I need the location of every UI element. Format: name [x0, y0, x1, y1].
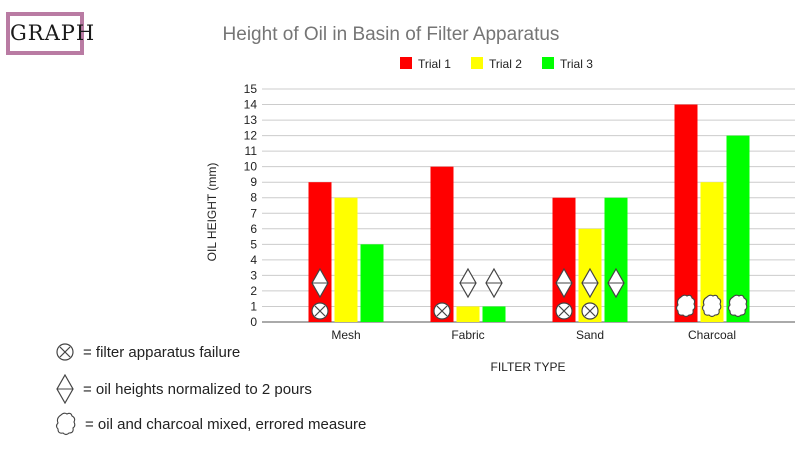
mixed-icon	[675, 294, 696, 318]
y-tick-label: 2	[250, 284, 257, 298]
graph-badge: GRAPH	[6, 12, 94, 55]
y-tick-label: 0	[250, 315, 257, 329]
normalized-icon	[555, 267, 573, 299]
y-tick-label: 11	[245, 144, 258, 158]
legend-swatch-1	[400, 57, 412, 69]
failure-icon	[56, 343, 74, 361]
y-tick-label: 12	[244, 129, 258, 143]
normalized-icon	[607, 267, 625, 299]
chart-title: Height of Oil in Basin of Filter Apparat…	[223, 24, 560, 45]
bar-mesh-trial-1	[308, 182, 332, 322]
x-tick-label: Mesh	[331, 328, 360, 342]
legend-swatch-2	[471, 57, 483, 69]
normalized-icon	[485, 267, 503, 299]
bar-mesh-trial-2	[334, 197, 358, 322]
failure-icon	[311, 302, 329, 320]
bar-charcoal-trial-2	[700, 182, 724, 322]
bar-fabric-trial-2	[456, 306, 480, 322]
failure-icon	[581, 302, 599, 320]
x-axis-label: FILTER TYPE	[491, 360, 566, 374]
y-tick-label: 10	[244, 160, 258, 174]
bar-sand-trial-1	[552, 197, 576, 322]
y-tick-label: 6	[250, 222, 257, 236]
key-item-normalized: = oil heights normalized to 2 pours	[55, 374, 312, 404]
x-tick-label: Fabric	[451, 328, 484, 342]
y-tick-label: 5	[250, 237, 257, 251]
bar-fabric-trial-1	[430, 166, 454, 322]
y-tick-label: 3	[250, 268, 257, 282]
y-tick-label: 4	[250, 253, 257, 267]
key-text-failure: = filter apparatus failure	[83, 343, 241, 361]
key-item-failure: = filter apparatus failure	[55, 342, 240, 362]
normalized-icon	[56, 374, 74, 404]
y-tick-label: 14	[244, 98, 258, 112]
y-tick-label: 9	[250, 175, 257, 189]
y-tick-label: 8	[250, 191, 257, 205]
y-tick-label: 1	[250, 299, 257, 313]
x-tick-label: Charcoal	[688, 328, 736, 342]
bar-charcoal-trial-3	[726, 135, 750, 322]
mixed-icon	[55, 412, 76, 436]
bar-fabric-trial-3	[482, 306, 506, 322]
failure-icon	[433, 302, 451, 320]
normalized-icon	[581, 267, 599, 299]
legend-label-3: Trial 3	[560, 57, 593, 71]
key-item-mixed: = oil and charcoal mixed, errored measur…	[55, 411, 366, 437]
bar-mesh-trial-3	[360, 244, 384, 322]
legend-label-2: Trial 2	[489, 57, 522, 71]
y-tick-label: 7	[250, 206, 257, 220]
x-tick-label: Sand	[576, 328, 604, 342]
bar-charcoal-trial-1	[674, 104, 698, 323]
mixed-icon	[701, 294, 722, 318]
y-tick-label: 13	[244, 113, 258, 127]
y-axis-label: OIL HEIGHT (mm)	[205, 163, 219, 262]
legend-swatch-3	[542, 57, 554, 69]
mixed-icon	[727, 294, 748, 318]
key-text-normalized: = oil heights normalized to 2 pours	[83, 380, 312, 398]
legend-label-1: Trial 1	[418, 57, 451, 71]
key-text-mixed: = oil and charcoal mixed, errored measur…	[85, 415, 367, 433]
y-tick-label: 15	[244, 82, 258, 96]
bar-sand-trial-3	[604, 197, 628, 322]
failure-icon	[555, 302, 573, 320]
normalized-icon	[311, 267, 329, 299]
normalized-icon	[459, 267, 477, 299]
